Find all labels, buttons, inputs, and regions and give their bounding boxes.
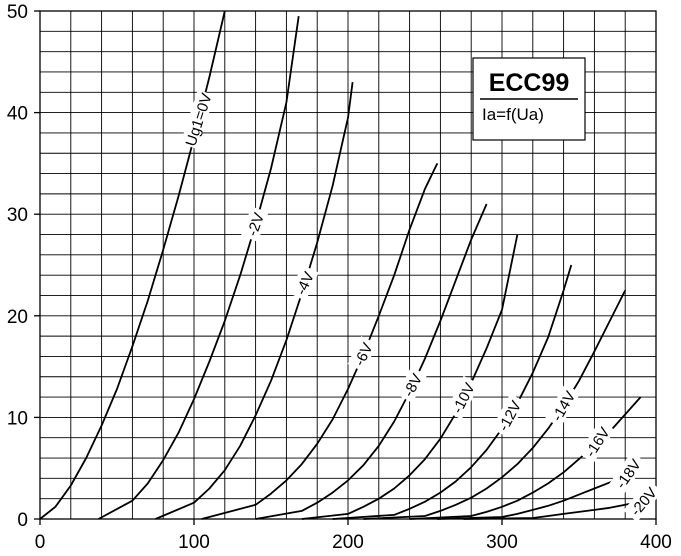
curve-label: Ug1=0V — [183, 91, 216, 148]
curve-label-bg — [180, 89, 215, 149]
y-tick-label: 0 — [17, 510, 28, 531]
chart-title: ECC99 — [489, 69, 570, 97]
curve-label-bg — [240, 206, 269, 242]
curve-label-bg — [491, 393, 527, 438]
legend-box: ECC99 Ia=f(Ua) — [472, 57, 586, 141]
curve-line — [463, 500, 641, 520]
curve-label-bg — [289, 264, 319, 301]
curve-label-bg — [608, 451, 647, 495]
curve-line — [301, 234, 519, 520]
curve-label-bg — [545, 384, 581, 428]
curve-label-group: -16V — [578, 420, 615, 464]
curve-labels: Ug1=0V-2V-4V-6V-8V -10V -12V -14V-16V-18V-2… — [180, 89, 663, 523]
axis-ticks: 0 100 200 300 400 0 10 20 30 40 50 — [7, 2, 672, 553]
curve-label-group: Ug1=0V — [180, 89, 216, 149]
x-tick-label: 400 — [640, 532, 672, 553]
curve-label-group: -10V — [445, 375, 480, 420]
curve-label-group: -6V — [347, 335, 378, 372]
curve-label-bg — [347, 335, 378, 372]
curve-label-bg — [396, 366, 428, 403]
curve-label-group: -14V — [545, 384, 581, 428]
x-tick-label: 200 — [332, 532, 364, 553]
curve-line — [98, 15, 300, 520]
y-tick-label: 50 — [7, 2, 28, 23]
curve-label-bg — [623, 480, 663, 523]
x-tick-label: 300 — [486, 532, 518, 553]
curve-label-bg — [578, 420, 615, 464]
curve-label-group: -8V — [396, 366, 428, 403]
curve-line — [255, 203, 488, 520]
chart-subtitle: Ia=f(Ua) — [482, 105, 544, 124]
curve-label-group: -12V — [491, 393, 527, 438]
curve-line — [201, 163, 439, 520]
x-tick-label: 0 — [35, 532, 46, 553]
y-tick-label: 20 — [7, 307, 28, 328]
curve-label-bg — [445, 375, 480, 420]
curve-label: -2V — [244, 211, 268, 239]
y-tick-label: 30 — [7, 205, 28, 226]
curve-line — [332, 264, 573, 520]
curve-line — [437, 467, 641, 520]
curve-line — [363, 289, 627, 520]
x-tick-label: 100 — [178, 532, 210, 553]
curve-label-group: -2V — [240, 206, 269, 242]
curve-line — [155, 81, 354, 520]
y-tick-label: 10 — [7, 408, 28, 429]
y-tick-label: 40 — [7, 104, 28, 125]
